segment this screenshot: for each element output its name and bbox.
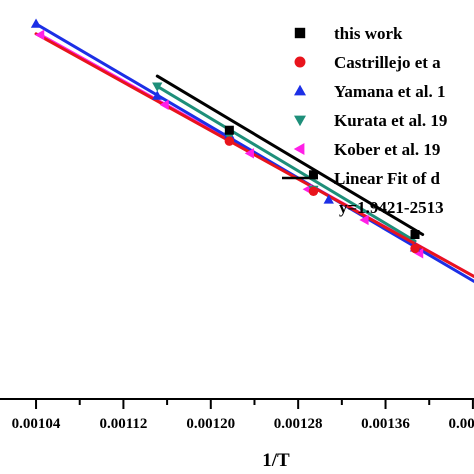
legend: this work Castrillejo et a Yamana et al. 1… — [282, 24, 447, 217]
data-point-3-1 — [30, 18, 42, 28]
legend-symbol-5 — [293, 143, 305, 155]
data-point-3-2 — [152, 90, 163, 100]
legend-label-1: this work — [334, 24, 403, 43]
data-point-2-2 — [308, 186, 319, 196]
data-point-5-6 — [413, 248, 424, 259]
x-axis-title: 1/T — [262, 450, 290, 471]
legend-label-2: Castrillejo et a — [334, 53, 441, 72]
fit-line-1 — [155, 74, 425, 236]
legend-symbol-4 — [294, 115, 306, 127]
x-tick-label: 0.00112 — [99, 416, 147, 432]
legend-symbol-3 — [294, 84, 306, 96]
fit-lines-layer — [34, 22, 474, 283]
data-point-2-1 — [224, 136, 235, 146]
legend-label-6: Linear Fit of d — [334, 169, 440, 188]
x-tick-label: 0.00136 — [361, 416, 410, 432]
data-point-5-3 — [244, 148, 254, 159]
data-point-2-3 — [410, 243, 420, 254]
data-point-5-1 — [35, 29, 45, 41]
data-point-5-2 — [159, 99, 169, 110]
fit-line-2 — [34, 32, 474, 278]
data-points-layer — [30, 18, 424, 259]
legend-label-4: Kurata et al. 19 — [334, 111, 447, 130]
x-tick-label: 0.00144 — [449, 416, 474, 432]
data-point-1-3 — [410, 230, 420, 239]
data-point-1-1 — [224, 125, 234, 135]
x-tick-label: 0.00104 — [12, 416, 61, 432]
data-point-3-4 — [323, 194, 334, 204]
legend-label-7: y=1.9421-2513 — [339, 198, 444, 217]
data-point-1-2 — [308, 170, 318, 180]
x-ticks-layer: 0.00104 0.00112 0.00120 0.00128 0.00136 0.001… — [12, 399, 474, 432]
fit-line-4 — [155, 84, 417, 243]
data-point-4-1 — [152, 82, 163, 92]
legend-symbol-2 — [294, 56, 306, 68]
x-tick-label: 0.00120 — [186, 416, 235, 432]
data-point-5-5 — [359, 214, 369, 226]
legend-symbol-1 — [294, 27, 306, 39]
fit-line-3 — [34, 22, 474, 283]
legend-label-5: Kober et al. 19 — [334, 140, 440, 159]
x-tick-label: 0.00128 — [274, 416, 323, 432]
legend-label-3: Yamana et al. 1 — [334, 82, 445, 101]
